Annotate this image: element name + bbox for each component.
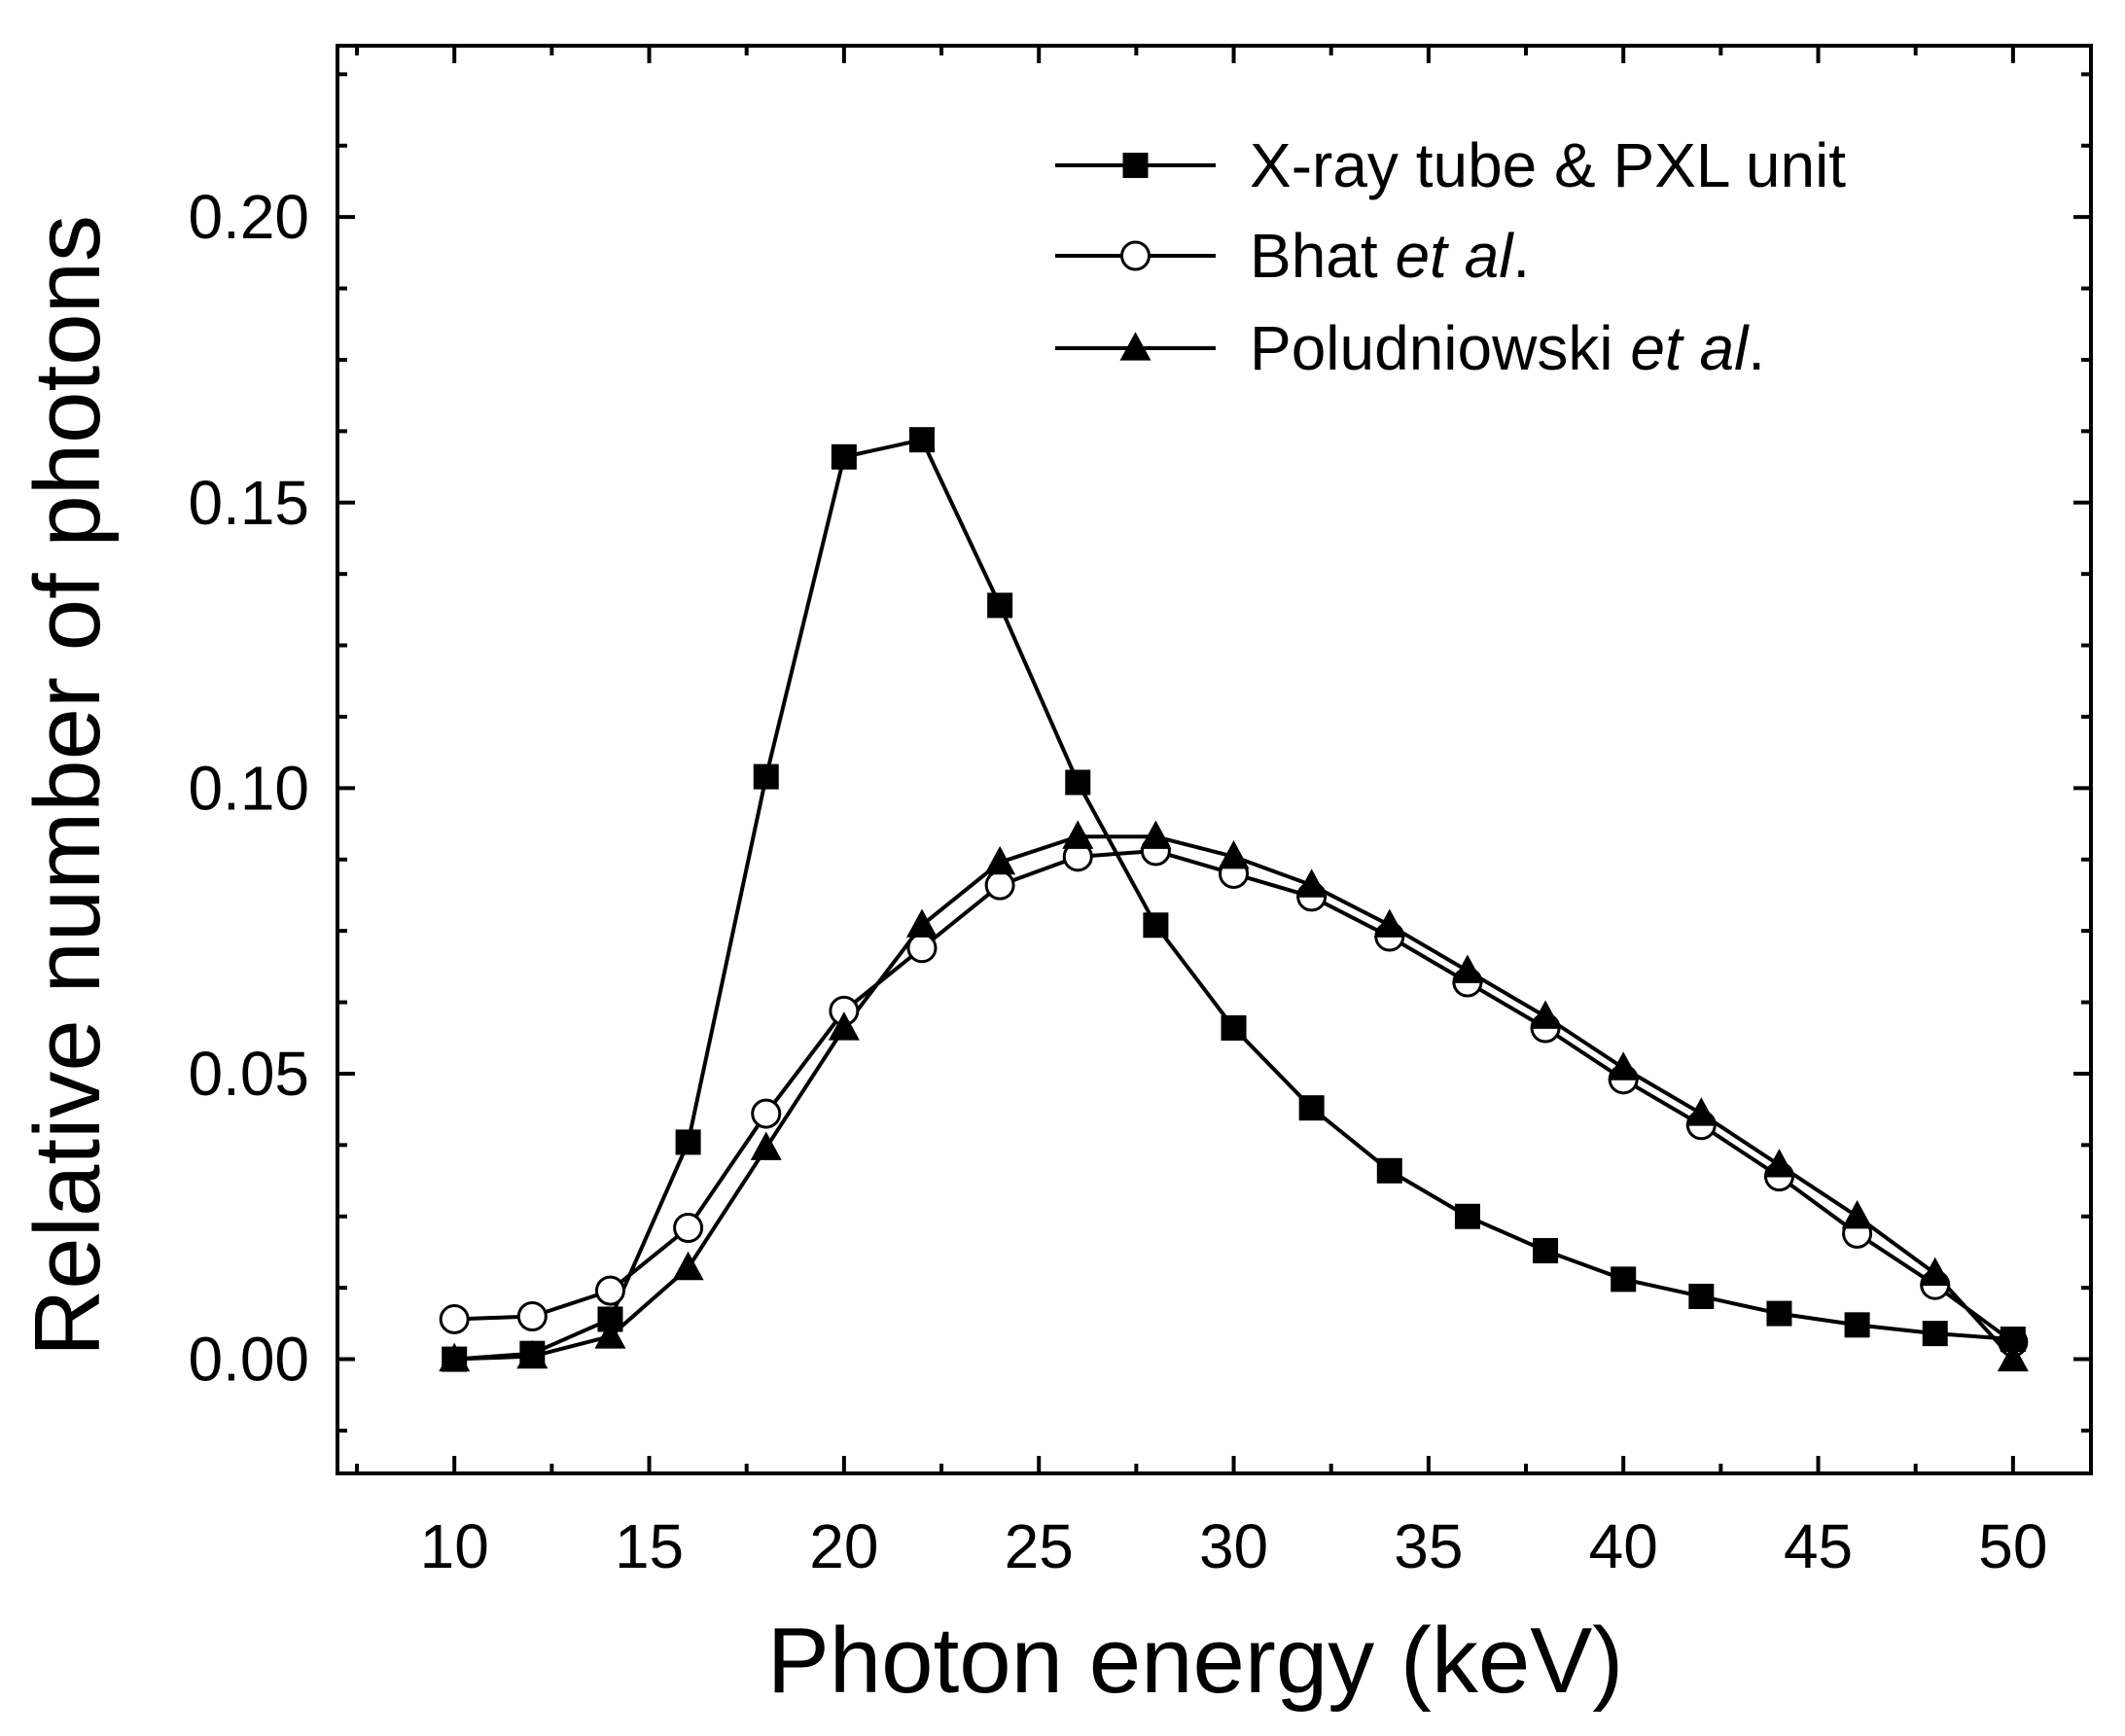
y-tick-label: 0.15 xyxy=(188,468,309,538)
y-axis-title: Relative number of photons xyxy=(16,215,120,1357)
data-point xyxy=(1218,840,1250,869)
data-point xyxy=(1298,1095,1325,1121)
data-point xyxy=(597,1306,623,1332)
legend-label: Bhat et al. xyxy=(1250,221,1530,291)
legend-label: Poludniowski et al. xyxy=(1250,313,1765,383)
x-tick-label: 15 xyxy=(615,1511,684,1581)
legend-label-part: et al xyxy=(1395,221,1514,291)
data-point xyxy=(1608,1051,1640,1081)
data-point xyxy=(442,1346,468,1372)
data-point xyxy=(1533,1237,1559,1263)
y-tick-label: 0.05 xyxy=(188,1039,309,1109)
legend-label-part: Bhat xyxy=(1250,221,1395,291)
data-point xyxy=(1997,1342,2029,1372)
data-point xyxy=(1295,868,1328,898)
data-point xyxy=(1688,1283,1715,1309)
y-tick-label: 0.10 xyxy=(188,753,309,823)
x-axis-title: Photon energy (keV) xyxy=(767,1609,1624,1713)
data-point xyxy=(1611,1266,1637,1293)
data-point xyxy=(906,908,938,938)
data-point xyxy=(2000,1327,2026,1353)
data-point xyxy=(1763,1149,1795,1178)
data-point xyxy=(519,1340,546,1366)
data-point xyxy=(1065,769,1091,796)
data-point xyxy=(1766,1300,1792,1327)
data-point xyxy=(1841,1199,1873,1229)
data-point xyxy=(1454,1203,1480,1229)
legend-label-part: et al xyxy=(1630,313,1750,383)
y-tick-label: 0.20 xyxy=(188,182,309,252)
data-point xyxy=(672,1251,704,1281)
x-tick-label: 30 xyxy=(1199,1511,1268,1581)
data-point xyxy=(984,845,1016,875)
data-point xyxy=(594,1320,626,1349)
x-tick-label: 35 xyxy=(1394,1511,1463,1581)
data-point xyxy=(1844,1312,1870,1338)
x-tick-label: 40 xyxy=(1589,1511,1658,1581)
x-tick-label: 45 xyxy=(1784,1511,1853,1581)
data-point xyxy=(1143,912,1169,939)
data-point xyxy=(753,763,779,790)
data-point xyxy=(594,1275,625,1306)
legend-label-part: X-ray tube & PXL unit xyxy=(1250,130,1846,200)
data-point xyxy=(516,1301,548,1332)
legend-label-part: . xyxy=(1512,221,1530,291)
data-point xyxy=(1376,1157,1402,1184)
legend-marker xyxy=(1120,240,1151,271)
data-point xyxy=(1685,1097,1718,1126)
data-point xyxy=(1062,820,1094,849)
data-point xyxy=(984,869,1015,901)
data-point xyxy=(1221,1014,1247,1041)
data-point xyxy=(1373,908,1405,938)
x-tick-label: 10 xyxy=(420,1511,489,1581)
legend-marker xyxy=(1122,153,1149,178)
data-point xyxy=(828,1011,860,1041)
tick-labels: 10 15 20 25 30 35 40 45 50 0.00 0.05 0.10 0.15 0.20 xyxy=(188,182,2047,1581)
data-point xyxy=(1530,1000,1562,1029)
data-point xyxy=(675,1129,701,1155)
data-point xyxy=(906,933,938,964)
y-tick-label: 0.00 xyxy=(188,1325,309,1395)
x-tick-label: 20 xyxy=(809,1511,878,1581)
data-point xyxy=(1451,954,1483,983)
data-point xyxy=(1922,1321,1948,1347)
legend-label: X-ray tube & PXL unit xyxy=(1250,130,1846,200)
data-point xyxy=(987,592,1013,619)
legend-label-part: Poludniowski xyxy=(1250,313,1630,383)
data-point xyxy=(673,1213,704,1244)
plot-frame xyxy=(336,44,2093,1475)
data-point xyxy=(750,1131,782,1160)
data-point xyxy=(1140,820,1172,849)
data-point xyxy=(909,427,935,453)
data-point xyxy=(831,443,857,470)
x-tick-label: 25 xyxy=(1005,1511,1074,1581)
data-point xyxy=(439,1303,470,1334)
x-tick-label: 50 xyxy=(1978,1511,2047,1581)
legend-label-part: . xyxy=(1748,313,1765,383)
series xyxy=(439,427,2029,1372)
data-point xyxy=(1919,1257,1951,1287)
data-point xyxy=(751,1098,782,1129)
legend-marker xyxy=(1119,332,1151,361)
